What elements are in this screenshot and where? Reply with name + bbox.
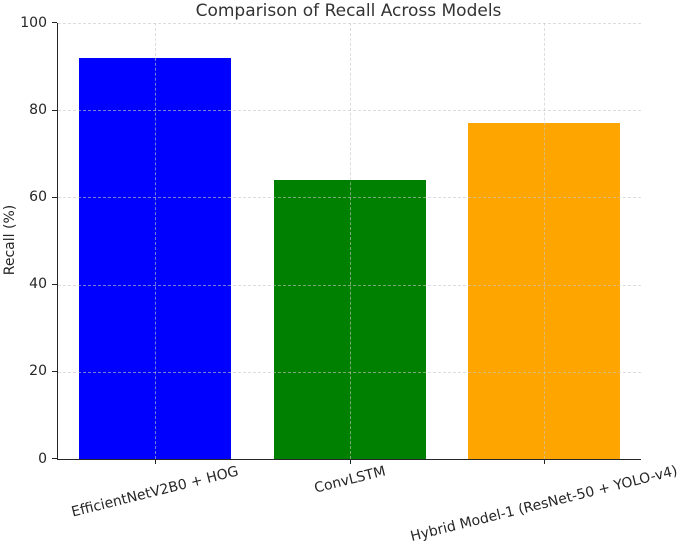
y-tick-label: 40 — [29, 276, 47, 293]
y-tick — [51, 371, 57, 373]
y-tick — [51, 196, 57, 198]
y-tick-label: 60 — [29, 188, 47, 205]
y-gridline — [58, 23, 641, 24]
x-tick — [543, 459, 545, 464]
x-tick — [349, 459, 351, 464]
y-tick-label: 0 — [38, 450, 47, 467]
x-tick-label: EfficientNetV2B0 + HOG — [69, 463, 241, 521]
bar — [273, 179, 426, 459]
y-axis-label: Recall (%) — [2, 204, 18, 276]
plot-area: EfficientNetV2B0 + HOG ConvLSTM Hybrid Mod… — [20, 15, 679, 545]
y-tick — [51, 109, 57, 111]
bar — [79, 57, 232, 459]
x-tick-label: ConvLSTM — [312, 463, 387, 497]
y-tick-label: 100 — [20, 14, 47, 31]
x-tick-label: Hybrid Model-1 (ResNet-50 + YOLO-v4) — [408, 463, 679, 545]
y-tick-label: 20 — [29, 363, 47, 380]
y-tick — [51, 22, 57, 24]
y-tick — [51, 283, 57, 285]
x-tick — [155, 459, 157, 464]
chart-title: Comparison of Recall Across Models — [195, 1, 502, 21]
y-tick — [51, 458, 57, 460]
y-tick-label: 80 — [29, 101, 47, 118]
bar — [467, 123, 620, 459]
